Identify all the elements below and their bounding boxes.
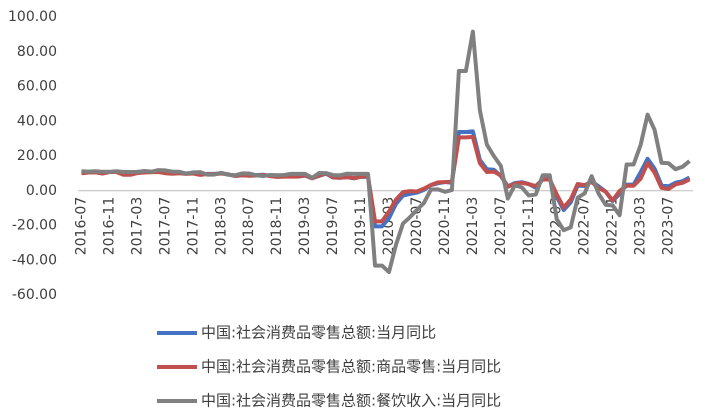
y-tick-label: 40.00 bbox=[17, 113, 57, 129]
y-tick-label: 80.00 bbox=[17, 44, 57, 60]
x-tick-label: 2018-07 bbox=[241, 197, 257, 256]
y-tick-label: 100.00 bbox=[8, 9, 57, 25]
x-tick-label: 2022-07 bbox=[577, 197, 593, 256]
x-tick-label: 2020-11 bbox=[437, 197, 453, 256]
y-tick-label: 60.00 bbox=[17, 79, 57, 95]
x-tick-label: 2019-03 bbox=[297, 197, 313, 256]
y-tick-label: 0.00 bbox=[26, 183, 57, 199]
y-tick-label: -40.00 bbox=[12, 252, 57, 268]
x-tick-label: 2021-03 bbox=[465, 197, 481, 256]
series-line bbox=[81, 29, 691, 275]
x-tick-label: 2018-11 bbox=[269, 197, 285, 256]
x-tick-label: 2021-07 bbox=[493, 197, 509, 256]
x-tick-label: 2016-07 bbox=[73, 197, 89, 256]
legend-label: 中国:社会消费品零售总额:商品零售:当月同比 bbox=[201, 358, 501, 376]
x-tick-label: 2019-07 bbox=[325, 197, 341, 256]
x-tick-label: 2017-11 bbox=[185, 197, 201, 256]
x-tick-label: 2016-11 bbox=[101, 197, 117, 256]
x-tick-label: 2017-07 bbox=[157, 197, 173, 256]
legend-label: 中国:社会消费品零售总额:餐饮收入:当月同比 bbox=[201, 392, 501, 410]
x-tick-label: 2023-07 bbox=[661, 197, 677, 256]
y-tick-label: -60.00 bbox=[12, 287, 57, 303]
y-tick-label: 20.00 bbox=[17, 148, 57, 164]
x-tick-label: 2022-03 bbox=[549, 197, 565, 256]
x-tick-label: 2019-11 bbox=[353, 197, 369, 256]
x-tick-label: 2017-03 bbox=[129, 197, 145, 256]
y-tick-label: -20.00 bbox=[12, 218, 57, 234]
x-tick-label: 2018-03 bbox=[213, 197, 229, 256]
x-tick-label: 2023-03 bbox=[633, 197, 649, 256]
legend-label: 中国:社会消费品零售总额:当月同比 bbox=[201, 324, 436, 342]
x-tick-label: 2021-11 bbox=[521, 197, 537, 256]
